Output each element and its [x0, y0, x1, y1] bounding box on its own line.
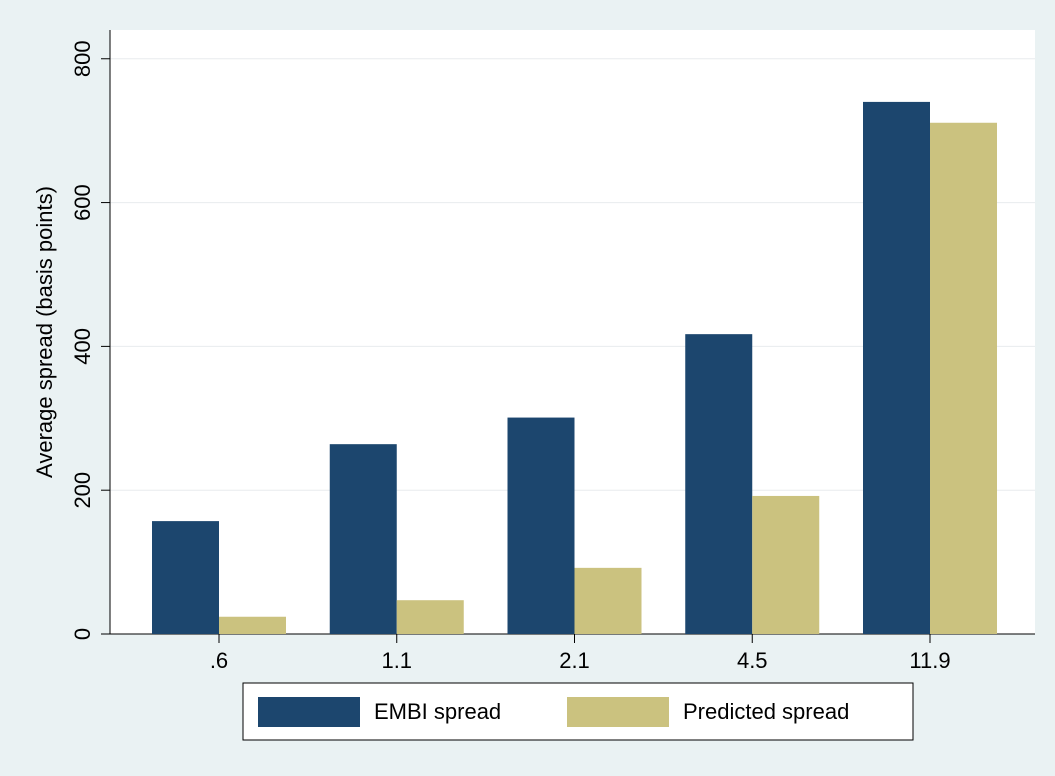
- legend-swatch: [258, 697, 360, 727]
- x-tick-label: 11.9: [909, 648, 950, 673]
- x-tick-label: .6: [210, 648, 228, 673]
- y-tick-label: 0: [70, 628, 95, 640]
- x-tick-label: 4.5: [737, 648, 768, 673]
- y-axis-label: Average spread (basis points): [32, 186, 57, 478]
- y-tick-label: 600: [70, 184, 95, 221]
- y-tick-label: 400: [70, 328, 95, 365]
- bar: [930, 122, 997, 634]
- bar: [507, 417, 575, 634]
- y-tick-label: 200: [70, 472, 95, 509]
- y-tick-label: 800: [70, 40, 95, 77]
- bar: [863, 101, 930, 634]
- bar: [219, 616, 286, 634]
- bar: [574, 567, 642, 634]
- x-tick-label: 1.1: [381, 648, 412, 673]
- bar: [396, 600, 464, 634]
- legend-swatch: [567, 697, 669, 727]
- bar: [329, 444, 397, 634]
- x-tick-label: 2.1: [559, 648, 590, 673]
- bar: [685, 334, 753, 634]
- legend-label: EMBI spread: [374, 699, 501, 724]
- bar: [752, 495, 820, 634]
- legend-label: Predicted spread: [683, 699, 849, 724]
- bar: [152, 521, 219, 634]
